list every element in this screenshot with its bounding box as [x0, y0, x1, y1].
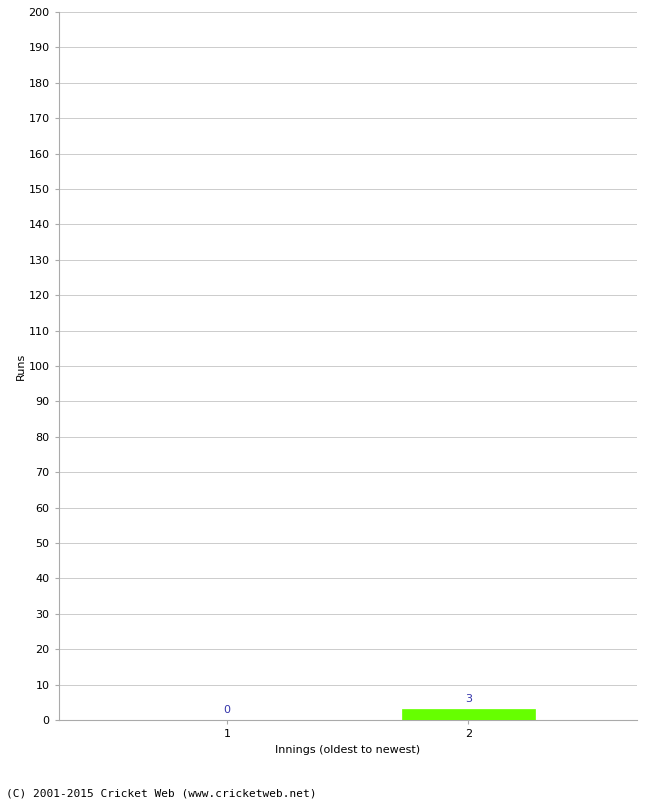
Y-axis label: Runs: Runs [16, 352, 25, 380]
Bar [402, 710, 534, 720]
Text: (C) 2001-2015 Cricket Web (www.cricketweb.net): (C) 2001-2015 Cricket Web (www.cricketwe… [6, 789, 317, 798]
X-axis label: Innings (oldest to newest): Innings (oldest to newest) [275, 745, 421, 754]
Text: 3: 3 [465, 694, 472, 704]
Text: 0: 0 [224, 705, 231, 714]
